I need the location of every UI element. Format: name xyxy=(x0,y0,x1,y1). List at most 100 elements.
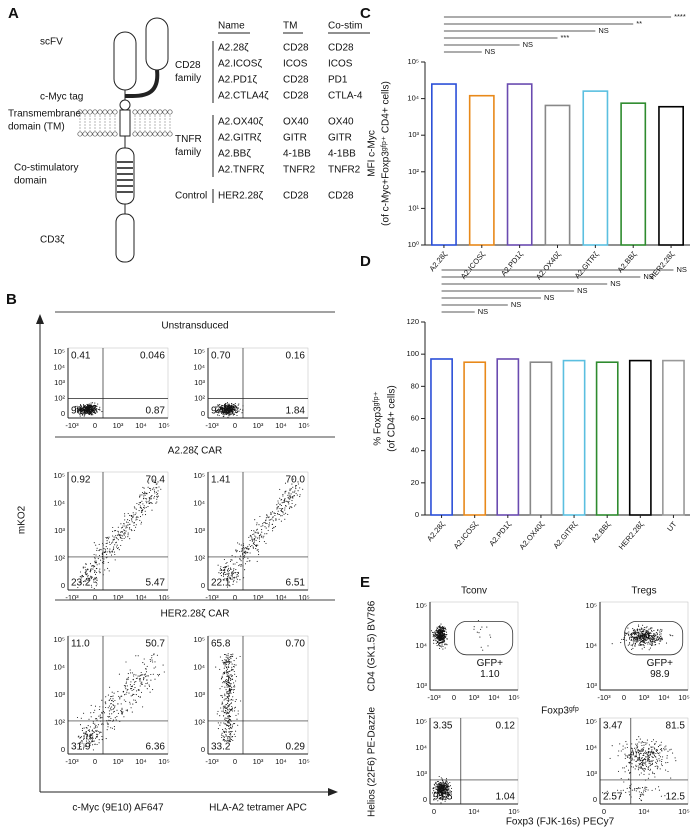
event-dot xyxy=(226,668,229,670)
event-dot xyxy=(650,641,652,643)
event-dot xyxy=(227,737,229,739)
event-dot xyxy=(123,533,125,535)
event-dot xyxy=(97,724,99,726)
event-dot xyxy=(225,672,227,674)
event-dot xyxy=(279,513,281,516)
event-dot xyxy=(218,572,220,574)
significance-label: NS xyxy=(511,300,521,309)
event-dot xyxy=(640,641,642,643)
event-dot xyxy=(87,584,89,586)
event-dot xyxy=(100,731,102,733)
event-dot xyxy=(80,745,82,748)
event-dot xyxy=(244,563,247,565)
event-dot xyxy=(473,626,475,628)
event-dot xyxy=(221,675,223,677)
event-dot xyxy=(222,405,224,407)
event-dot xyxy=(650,752,652,754)
event-dot xyxy=(268,519,270,521)
event-dot xyxy=(281,508,283,510)
event-dot xyxy=(256,549,258,551)
event-dot xyxy=(228,661,231,663)
lipid-head xyxy=(112,109,118,115)
event-dot xyxy=(107,726,109,728)
event-dot xyxy=(257,532,259,534)
event-dot xyxy=(231,668,233,670)
flow-y-tick-label: 10⁴ xyxy=(53,662,65,671)
event-dot xyxy=(123,684,125,687)
event-dot xyxy=(442,632,444,635)
event-dot xyxy=(230,709,233,711)
event-dot xyxy=(639,643,641,645)
event-dot xyxy=(440,631,442,633)
event-dot xyxy=(222,578,224,581)
event-dot xyxy=(634,756,636,758)
event-dot xyxy=(219,408,221,411)
event-dot xyxy=(83,736,85,738)
event-dot xyxy=(623,781,625,783)
event-dot xyxy=(91,402,94,404)
significance-label: ** xyxy=(636,19,642,28)
event-dot xyxy=(230,739,232,741)
event-dot xyxy=(630,633,632,635)
event-dot xyxy=(639,633,641,635)
event-dot xyxy=(248,544,250,546)
event-dot xyxy=(83,737,85,739)
event-dot xyxy=(222,708,224,710)
event-dot xyxy=(156,483,158,485)
bar xyxy=(430,358,453,516)
event-dot xyxy=(113,726,115,728)
event-dot xyxy=(151,495,153,497)
flow-y-tick-label: 10⁴ xyxy=(193,662,205,671)
event-dot xyxy=(644,762,646,764)
event-dot xyxy=(239,555,241,557)
event-dot xyxy=(291,497,293,499)
bar xyxy=(658,105,684,246)
event-dot xyxy=(95,724,97,727)
event-dot xyxy=(625,755,627,757)
event-dot xyxy=(139,679,141,681)
event-dot xyxy=(101,723,103,725)
event-dot xyxy=(649,642,651,644)
dot-cloud xyxy=(74,402,103,417)
event-dot xyxy=(226,412,228,414)
event-dot xyxy=(438,642,440,644)
event-dot xyxy=(652,746,654,748)
y-tick-label: 60 xyxy=(411,413,419,422)
event-dot xyxy=(641,794,643,796)
event-dot xyxy=(139,494,141,496)
event-dot xyxy=(88,729,91,731)
event-dot xyxy=(635,787,637,790)
event-dot xyxy=(653,753,655,755)
event-dot xyxy=(628,754,630,756)
event-dot xyxy=(255,532,257,534)
event-dot xyxy=(83,412,85,414)
table-cell: OX40 xyxy=(283,117,309,128)
bar xyxy=(582,90,609,246)
event-dot xyxy=(129,684,131,686)
lipid-head xyxy=(147,131,153,137)
event-dot xyxy=(126,525,128,527)
event-dot xyxy=(440,777,442,779)
event-dot xyxy=(639,738,641,740)
event-dot xyxy=(271,511,274,513)
event-dot xyxy=(83,403,85,406)
event-dot xyxy=(640,795,642,797)
event-dot xyxy=(89,737,91,739)
event-dot xyxy=(654,743,656,745)
bar xyxy=(595,361,619,516)
event-dot xyxy=(144,510,146,512)
event-dot xyxy=(228,739,230,741)
event-dot xyxy=(156,654,158,656)
table-cell: A2.BBζ xyxy=(218,149,251,160)
event-dot xyxy=(82,413,84,415)
event-dot xyxy=(659,756,662,758)
event-dot xyxy=(644,768,646,770)
event-dot xyxy=(647,759,649,761)
event-dot xyxy=(659,632,661,634)
event-dot xyxy=(227,679,229,681)
event-dot xyxy=(644,636,646,638)
event-dot xyxy=(112,701,114,703)
event-dot xyxy=(234,402,236,405)
event-dot xyxy=(86,573,88,575)
event-dot xyxy=(283,501,285,503)
